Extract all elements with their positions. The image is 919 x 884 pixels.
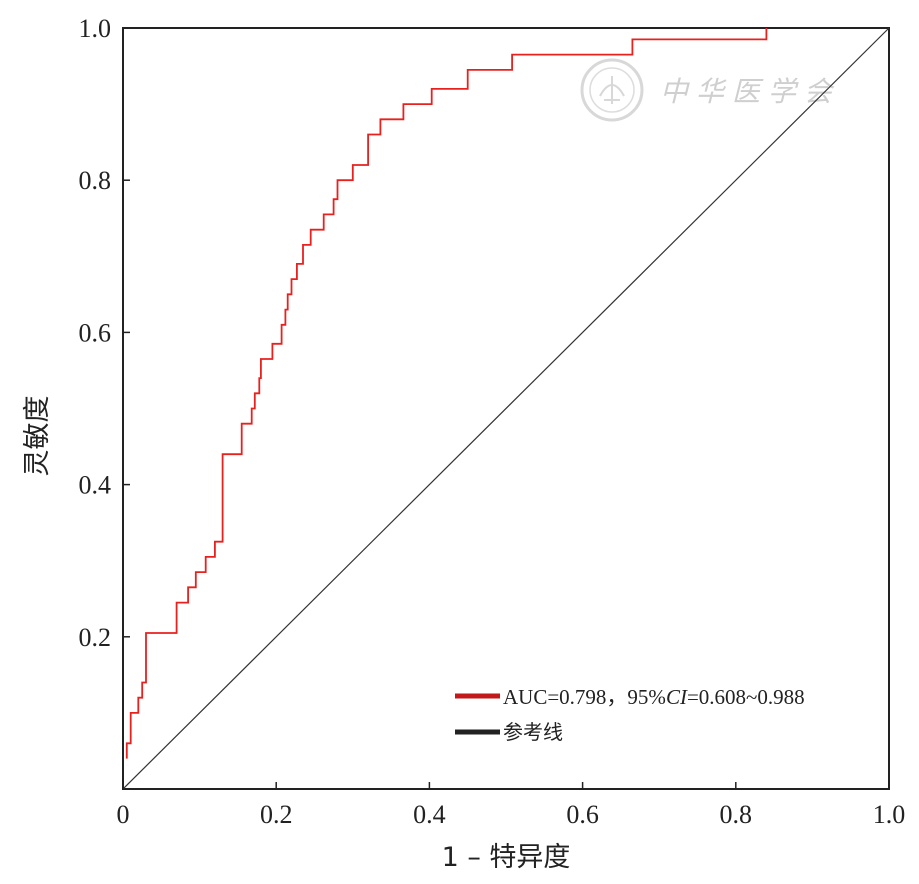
x-axis-title: 1 – 特异度 — [442, 842, 571, 873]
y-tick-label: 0.2 — [79, 623, 112, 652]
y-tick-label: 0.8 — [79, 166, 112, 195]
y-tick-label: 0.6 — [79, 318, 112, 347]
y-tick-label: 1.0 — [79, 14, 112, 43]
x-tick-label: 0.2 — [260, 800, 293, 829]
legend-label-reference: 参考线 — [503, 720, 563, 744]
x-tick-label: 1.0 — [873, 800, 906, 829]
seal-icon — [580, 58, 644, 122]
x-tick-label: 0.8 — [720, 800, 753, 829]
x-tick-label: 0 — [117, 800, 130, 829]
plot-frame — [122, 27, 890, 790]
legend-ci-part: CI — [666, 685, 688, 709]
y-axis-title: 灵敏度 — [22, 396, 53, 477]
x-tick-label: 0.4 — [413, 800, 446, 829]
watermark: 中华医学会 — [580, 58, 840, 122]
legend-auc-part: AUC=0.798，95% — [503, 685, 666, 709]
watermark-text: 中华医学会 — [660, 75, 840, 108]
series-layer — [122, 27, 890, 790]
axis-layer: 0 0.2 0.4 0.6 0.8 1.0 0.2 0.4 0.6 0.8 1.0 — [79, 14, 906, 829]
x-tick-label: 0.6 — [566, 800, 599, 829]
reference-diagonal-line — [122, 27, 890, 790]
roc-curve-line — [125, 28, 768, 759]
y-tick-label: 0.4 — [79, 471, 112, 500]
legend-range-part: =0.608~0.988 — [687, 685, 805, 709]
legend-label-roc: AUC=0.798，95%CI=0.608~0.988 — [503, 685, 805, 709]
legend: AUC=0.798，95%CI=0.608~0.988 参考线 — [455, 685, 805, 744]
